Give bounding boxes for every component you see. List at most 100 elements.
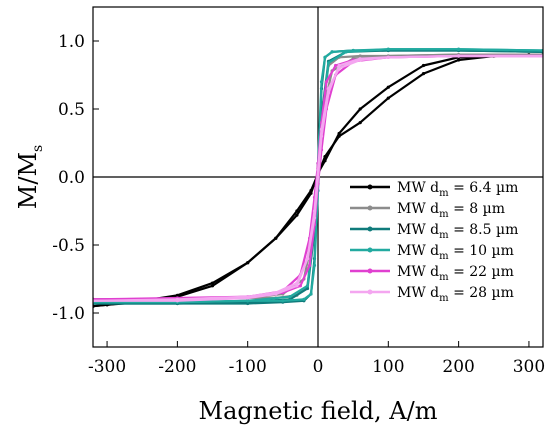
- legend-label-value: = 10 µm: [449, 243, 514, 259]
- legend-swatch-marker: [367, 247, 373, 253]
- legend-label-value: = 6.4 µm: [449, 180, 519, 196]
- data-point: [326, 61, 331, 65]
- data-point: [386, 55, 390, 59]
- data-point: [324, 80, 328, 84]
- data-point: [308, 263, 312, 267]
- data-point: [246, 301, 250, 306]
- legend-label-name: MW d: [397, 243, 439, 259]
- data-point: [302, 297, 306, 301]
- legend-item: MW dm = 28 µm: [350, 285, 514, 304]
- legend-item: MW dm = 22 µm: [350, 264, 514, 283]
- data-point: [246, 261, 250, 265]
- x-tick-label: 100: [372, 357, 404, 377]
- y-axis-title: M/Ms: [14, 145, 46, 209]
- x-tick-label: 0: [313, 357, 324, 377]
- series-4: [93, 47, 543, 304]
- legend-swatch-marker: [367, 184, 373, 190]
- data-point: [319, 134, 324, 138]
- legend-label: MW dm = 22 µm: [397, 264, 514, 283]
- data-point: [457, 58, 461, 62]
- data-point: [298, 284, 302, 288]
- data-point: [330, 50, 334, 54]
- data-point: [358, 57, 362, 61]
- legend-label-value: = 22 µm: [449, 264, 514, 280]
- legend-label: MW dm = 10 µm: [397, 243, 514, 262]
- legend-item: MW dm = 6.4 µm: [350, 180, 518, 199]
- data-point: [319, 80, 324, 84]
- data-point: [274, 236, 278, 240]
- data-point: [305, 286, 310, 291]
- data-point: [421, 63, 426, 68]
- data-point: [358, 121, 362, 125]
- legend-label-sub: m: [439, 251, 449, 262]
- legend-swatch-marker: [367, 205, 373, 211]
- data-point: [386, 85, 390, 89]
- legend-label: MW dm = 8 µm: [397, 201, 505, 220]
- y-tick-label: 1.0: [58, 32, 85, 52]
- legend-item: MW dm = 8 µm: [350, 201, 505, 220]
- data-point: [358, 107, 362, 111]
- y-tick-label: -0.5: [52, 236, 85, 256]
- data-point: [295, 209, 299, 213]
- data-point: [246, 295, 250, 299]
- data-point: [386, 47, 390, 51]
- legend-item: MW dm = 8.5 µm: [350, 222, 518, 241]
- axis-ticks: -300 -200 -100 0 100 200 300 1.0 0.5 0.0 -0.5 -1.0: [52, 32, 545, 377]
- data-point: [210, 284, 215, 288]
- y-tick-label: -1.0: [52, 304, 85, 324]
- legend-swatch-marker: [367, 268, 373, 274]
- legend-label-name: MW d: [397, 180, 439, 196]
- data-point: [309, 292, 313, 296]
- data-point: [295, 281, 299, 285]
- data-point: [312, 263, 317, 267]
- legend-label-sub: m: [439, 293, 449, 304]
- data-point: [305, 257, 310, 261]
- series-4-branch-2: [93, 48, 543, 304]
- legend-label-sub: m: [439, 209, 449, 220]
- data-point: [295, 284, 299, 288]
- x-tick-label: -100: [229, 357, 267, 377]
- data-point: [305, 284, 310, 288]
- data-point: [344, 50, 348, 54]
- legend-label: MW dm = 6.4 µm: [397, 180, 518, 199]
- legend-label-sub: m: [439, 272, 449, 283]
- x-axis-title: Magnetic field, A/m: [199, 397, 438, 425]
- data-point: [323, 55, 327, 59]
- x-tick-label: 200: [442, 357, 474, 377]
- data-point: [281, 299, 285, 303]
- data-point: [316, 175, 320, 179]
- data-point: [175, 297, 179, 301]
- data-point: [309, 191, 313, 195]
- series-6: [93, 54, 543, 303]
- data-point: [274, 291, 278, 295]
- legend-label: MW dm = 8.5 µm: [397, 222, 518, 241]
- legend-label-name: MW d: [397, 264, 439, 280]
- legend-item: MW dm = 10 µm: [350, 243, 514, 262]
- data-point: [246, 299, 250, 303]
- data-point: [323, 159, 327, 163]
- data-point: [457, 54, 461, 58]
- x-tick-label: -200: [158, 357, 196, 377]
- data-point: [210, 281, 215, 285]
- y-tick-label: 0.5: [58, 100, 85, 120]
- x-tick-label: -300: [88, 357, 126, 377]
- legend-label: MW dm = 28 µm: [397, 285, 514, 304]
- legend-label-name: MW d: [397, 222, 439, 238]
- legend-label-name: MW d: [397, 285, 439, 301]
- x-tick-label: 300: [513, 357, 545, 377]
- y-axis-title-sub: s: [30, 145, 46, 152]
- data-point: [358, 54, 362, 58]
- data-point: [295, 213, 299, 217]
- data-point: [312, 216, 317, 220]
- data-point: [175, 293, 179, 297]
- data-point: [337, 63, 341, 68]
- legend-label-value: = 8 µm: [449, 201, 505, 217]
- y-axis-title-main: M/M: [14, 152, 42, 209]
- series-layer: [93, 47, 543, 308]
- legend-label-name: MW d: [397, 201, 439, 217]
- legend-label-sub: m: [439, 188, 449, 199]
- legend-swatch-marker: [367, 289, 373, 295]
- data-point: [386, 96, 390, 100]
